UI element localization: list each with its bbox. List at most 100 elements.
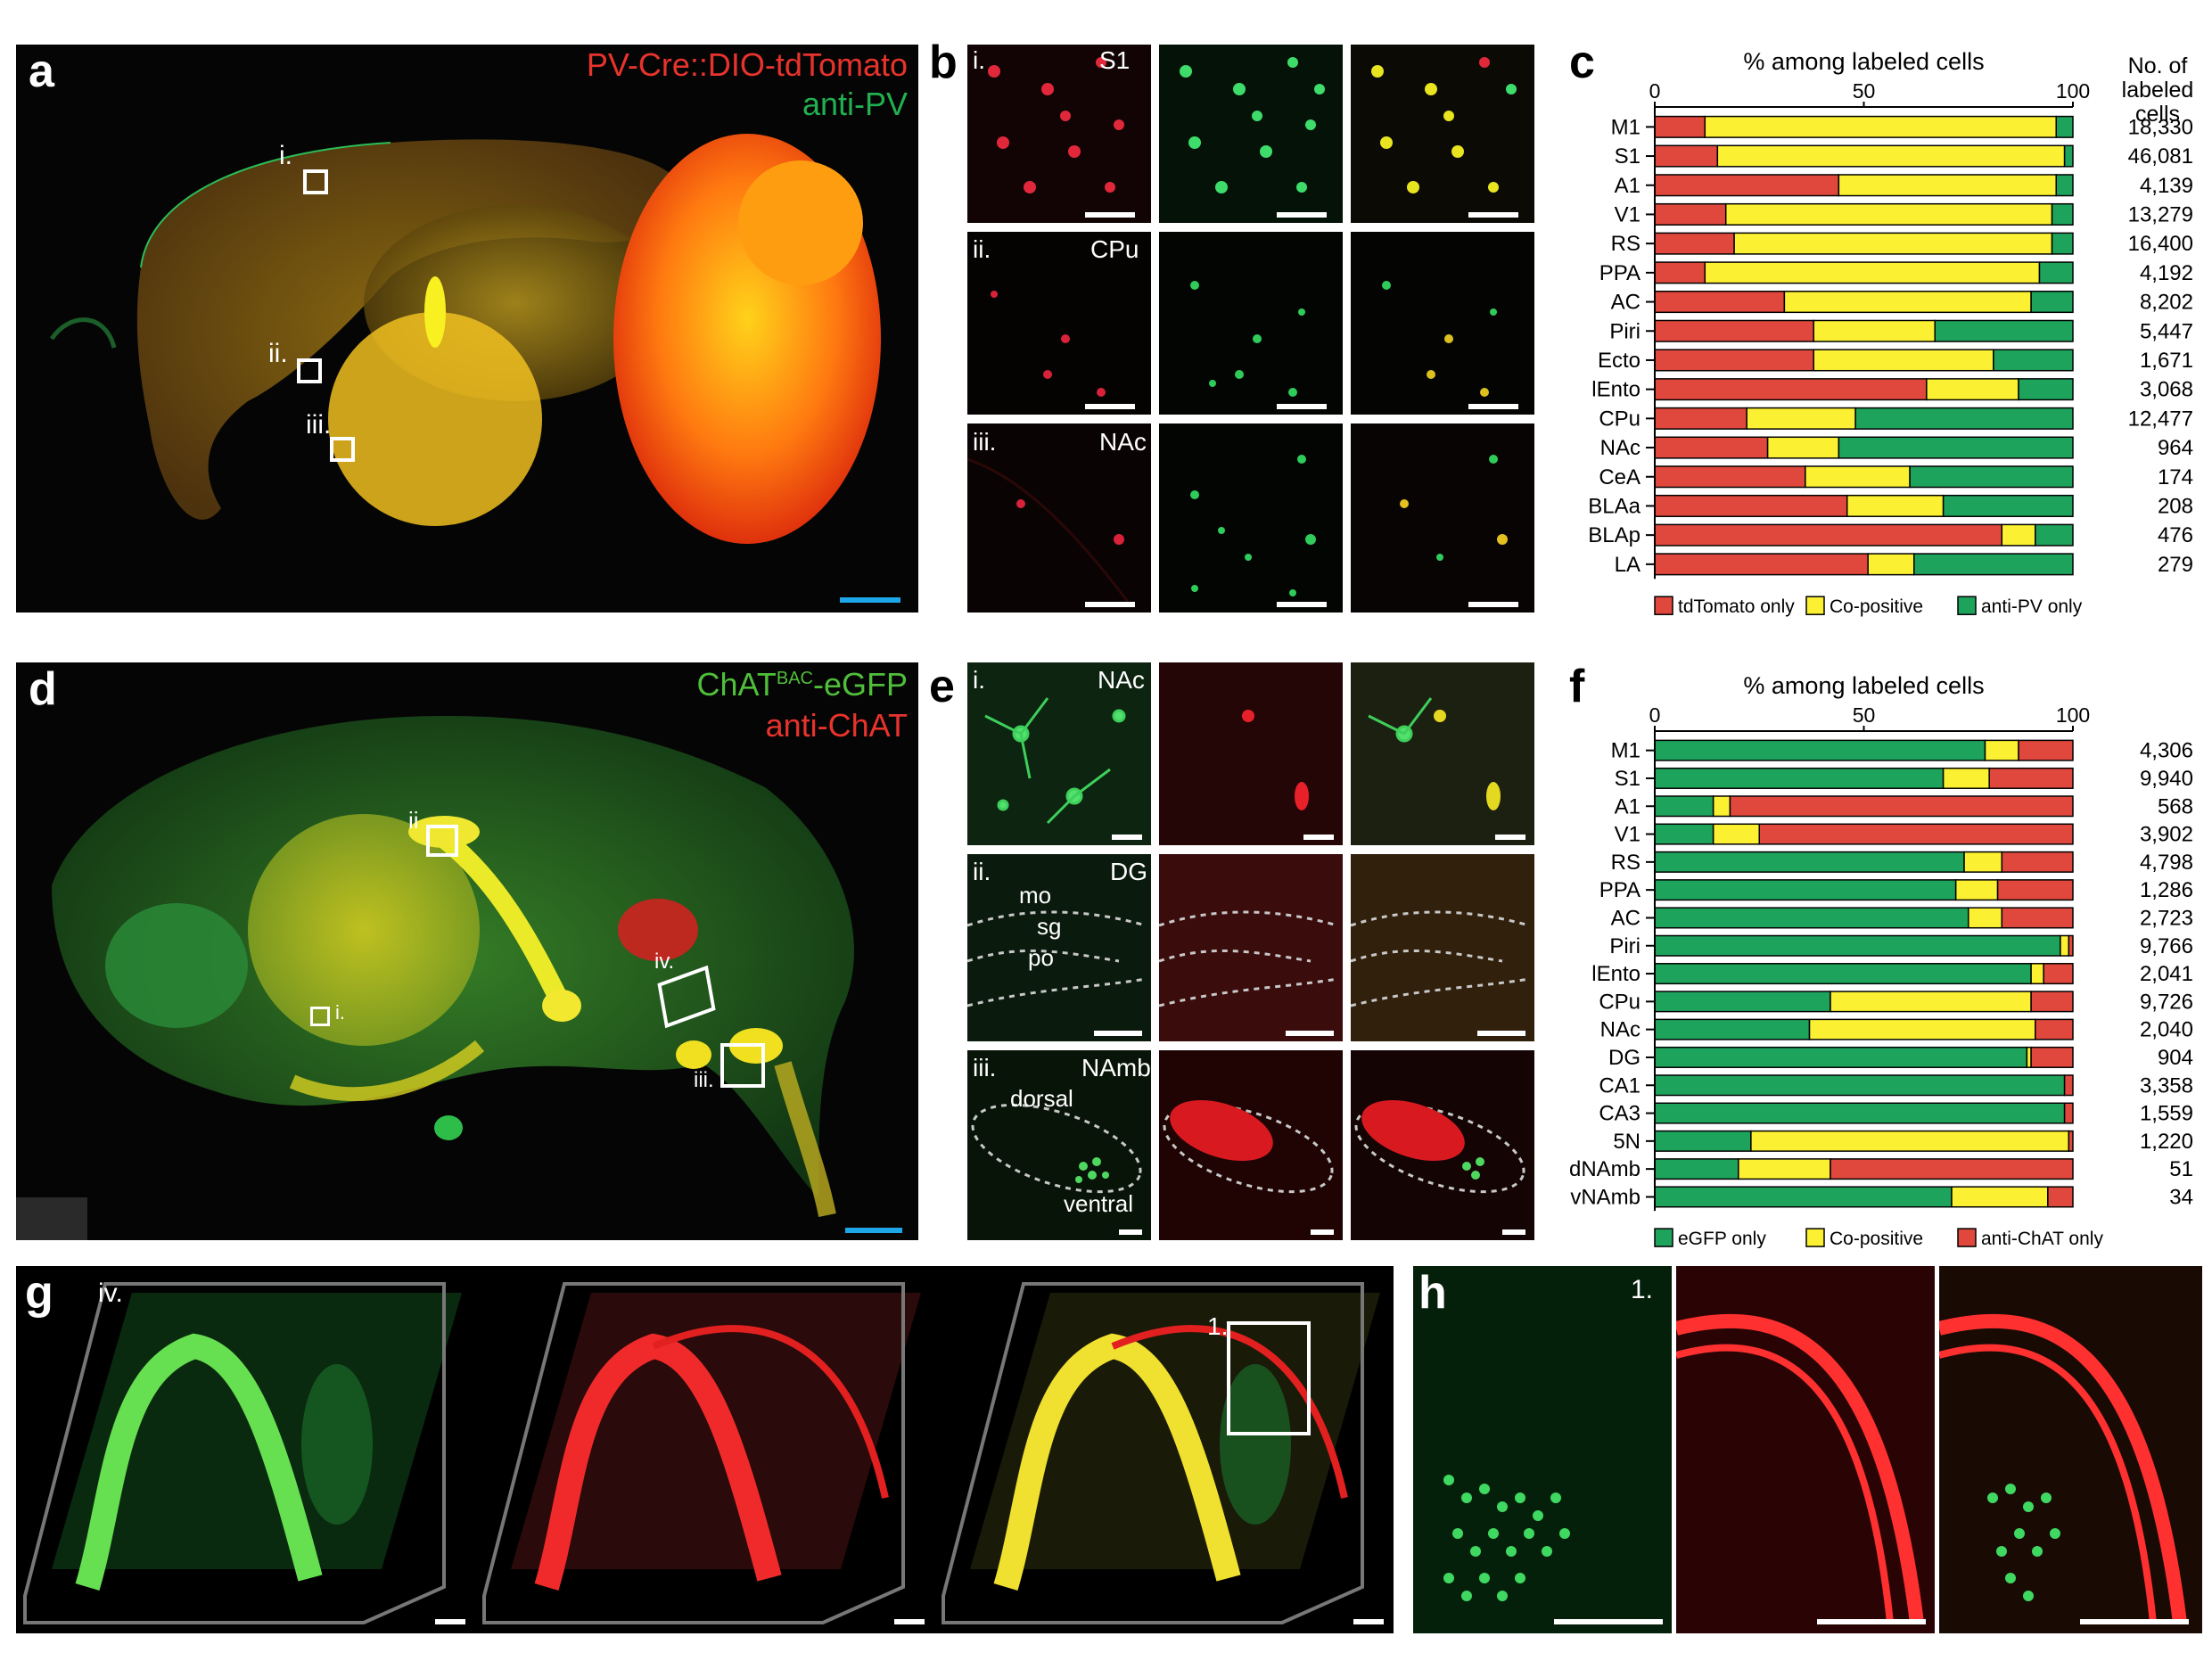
namb-ventral-label: ventral [1064, 1190, 1134, 1217]
f-count-label: 4,798 [2140, 851, 2193, 875]
panel-e-letter: e [929, 661, 955, 712]
e-row-ii-region: DG [1110, 858, 1147, 885]
panel-f-letter: f [1569, 661, 1585, 712]
b-row-iii-roman: iii. [973, 428, 997, 456]
c-bar-anti-pv-only [2055, 174, 2074, 197]
f-bar-anti-chat-only [2001, 907, 2074, 929]
f-bar-anti-chat-only [1758, 823, 2074, 845]
f-bar-egfp-only [1654, 1102, 2066, 1124]
f-count-label: 9,766 [2140, 934, 2193, 958]
b-i-merge [1351, 45, 1534, 223]
g-merge-volume [934, 1266, 1394, 1633]
h-merge [1939, 1266, 2202, 1633]
f-bar-co-positive [1712, 795, 1731, 818]
c-bar-co-positive [1813, 349, 1994, 372]
dg-layer-mo: mo [1019, 882, 1052, 909]
e-i-red [1159, 662, 1343, 845]
b-row-i-region: S1 [1099, 46, 1131, 74]
c-bar-co-positive [1783, 291, 2032, 314]
f-bar-egfp-only [1654, 907, 1969, 929]
f-bar-co-positive [1951, 1186, 2049, 1208]
e-row-i-roman: i. [973, 666, 985, 694]
f-bar-anti-chat-only [1729, 795, 2074, 818]
b-iii-green [1159, 423, 1343, 613]
f-category-label: NAc [1600, 1018, 1640, 1042]
f-legend-swatch [1805, 1228, 1825, 1247]
inset-box-iii [720, 1043, 765, 1088]
panel-d-title-antichat: anti-ChAT [765, 707, 908, 744]
panel-d-image: d ChATBAC-eGFP anti-ChAT ii i. iv. iii. [16, 662, 918, 1240]
scale-bar [1119, 1229, 1142, 1235]
f-count-label: 2,723 [2140, 906, 2193, 930]
c-bar-co-positive [1746, 407, 1856, 430]
scale-bar [1817, 1619, 1926, 1624]
f-bar-anti-chat-only [1988, 767, 2074, 789]
f-category-label: S1 [1615, 767, 1640, 791]
panel-g-letter: g [25, 1267, 53, 1319]
f-category-label: vNAmb [1570, 1185, 1640, 1209]
panel-d-letter: d [29, 663, 57, 715]
b-row-ii-region: CPu [1090, 235, 1139, 263]
f-bar-co-positive [2030, 963, 2044, 985]
c-count-label: 12,477 [2128, 407, 2193, 431]
panel-b-letter: b [929, 37, 958, 88]
inset-label-i: i. [279, 141, 292, 170]
c-count-label: 964 [2158, 436, 2193, 460]
c-category-label: LA [1615, 553, 1640, 577]
panel-c-letter: c [1569, 37, 1595, 88]
inset-box-ii [426, 825, 458, 857]
chart-f: % among labeled cells 0 50 100 M1 4,306 S1 9,94… [1569, 672, 2193, 1248]
f-bar-anti-chat-only [2063, 1102, 2074, 1124]
c-bar-tdtomato-only [1654, 436, 1769, 459]
scale-bar [1094, 1031, 1142, 1036]
c-category-label: lEnto [1591, 378, 1640, 402]
c-bar-tdtomato-only [1654, 174, 1840, 197]
c-bar-co-positive [1867, 553, 1915, 576]
panel-h-image: h 1. [1413, 1266, 2202, 1633]
c-bar-anti-pv-only [1942, 494, 2074, 517]
c-category-label: AC [1611, 291, 1640, 315]
c-count-label: 174 [2158, 465, 2193, 489]
scale-bar [1277, 602, 1327, 607]
b-iii-red [967, 423, 1151, 613]
f-category-label: DG [1608, 1046, 1640, 1070]
c-bar-tdtomato-only [1654, 378, 1928, 401]
c-bar-anti-pv-only [2051, 232, 2074, 255]
inset-label-iii: iii. [694, 1068, 714, 1092]
c-count-label: 18,330 [2128, 115, 2193, 139]
f-bar-co-positive [1712, 823, 1761, 845]
c-count-label: 279 [2158, 553, 2193, 577]
f-count-label: 4,306 [2140, 739, 2193, 763]
f-bar-co-positive [1954, 879, 1999, 901]
c-count-label: 476 [2158, 523, 2193, 547]
b-i-red [967, 45, 1151, 223]
scale-bar [1468, 212, 1518, 218]
f-bar-co-positive [1968, 907, 2003, 929]
c-bar-anti-pv-only [1993, 349, 2074, 372]
b-i-green [1159, 45, 1343, 223]
f-bar-egfp-only [1654, 1130, 1752, 1152]
f-count-label: 9,940 [2140, 767, 2193, 791]
scale-bar [1353, 1619, 1384, 1624]
c-bar-co-positive [1805, 465, 1911, 489]
dg-layer-po: po [1028, 944, 1054, 971]
c-count-label: 46,081 [2128, 144, 2193, 169]
sagittal-brain-pv-image [49, 134, 881, 544]
f-category-label: A1 [1615, 794, 1640, 818]
e-i-green [967, 662, 1151, 845]
c-category-label: NAc [1600, 436, 1640, 460]
f-xtick-label: 0 [1649, 703, 1661, 727]
e-ii-merge [1351, 854, 1534, 1041]
inset-box-i [310, 1007, 330, 1026]
f-bar-anti-chat-only [2063, 1074, 2074, 1097]
c-bar-tdtomato-only [1654, 465, 1806, 489]
b-row-iii-region: NAc [1099, 428, 1147, 456]
f-count-label: 1,559 [2140, 1102, 2193, 1126]
panel-g-image: g iv. 1. [16, 1266, 1394, 1633]
f-bar-co-positive [1808, 1018, 2036, 1040]
e-iii-merge [1351, 1050, 1534, 1240]
c-xaxis-title: % among labeled cells [1743, 48, 1984, 75]
c-category-label: BLAp [1588, 523, 1640, 547]
f-category-label: RS [1611, 851, 1640, 875]
e-row-i-region: NAc [1098, 666, 1145, 694]
